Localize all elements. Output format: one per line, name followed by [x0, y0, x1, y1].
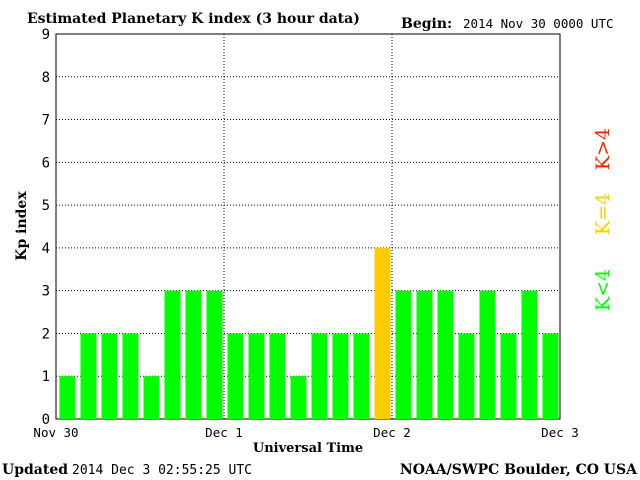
y-tick-label: 8	[42, 70, 50, 86]
updated-value: 2014 Dec 3 02:55:25 UTC	[72, 463, 252, 478]
kp-bar	[122, 333, 139, 419]
x-axis-label: Universal Time	[253, 441, 363, 456]
kp-bar	[164, 290, 181, 419]
kp-bar	[353, 333, 370, 419]
kp-bar	[395, 290, 412, 419]
x-tick-labels: Nov 30 Dec 1 Dec 2 Dec 3	[33, 425, 578, 440]
y-tick-label: 2	[42, 326, 50, 342]
kp-bar	[269, 333, 286, 419]
updated-label: Updated	[2, 462, 68, 478]
y-tick-label: 1	[42, 369, 50, 385]
y-tick-label: 9	[42, 27, 50, 43]
x-tick-label: Nov 30	[33, 425, 78, 440]
kp-bar	[143, 376, 160, 419]
kp-bar	[185, 290, 202, 419]
kp-bar	[59, 376, 76, 419]
kp-bar	[437, 290, 454, 419]
plot-frame	[55, 33, 561, 420]
kp-bar	[80, 333, 97, 419]
kp-bar	[416, 290, 433, 419]
x-tick-label: Dec 2	[373, 425, 411, 440]
kp-bar	[479, 290, 496, 419]
kp-bar	[311, 333, 328, 419]
y-axis-label: Kp index	[14, 191, 30, 261]
kp-bar	[227, 333, 244, 419]
kp-bar	[332, 333, 349, 419]
chart-title: Estimated Planetary K index (3 hour data…	[27, 11, 360, 27]
y-tick-label: 5	[42, 198, 50, 214]
kp-bar	[521, 290, 538, 419]
y-tick-label: 7	[42, 113, 50, 129]
y-tick-labels: 0 1 2 3 4 5 6 7 8 9	[42, 27, 50, 428]
grid-lines	[56, 34, 560, 419]
kp-bar	[374, 247, 391, 419]
x-tick-label: Dec 1	[205, 425, 243, 440]
x-tick-label: Dec 3	[541, 425, 579, 440]
kp-bar	[290, 376, 307, 419]
y-tick-label: 0	[42, 412, 50, 428]
kp-bar	[542, 333, 559, 419]
begin-value: 2014 Nov 30 0000 UTC	[463, 16, 614, 31]
kp-bar	[101, 333, 118, 419]
legend-k-greater-4: K>4	[592, 128, 614, 170]
y-tick-label: 3	[42, 284, 50, 300]
bars	[59, 247, 559, 419]
legend-k-less-4: K<4	[592, 269, 614, 311]
begin-label: Begin:	[401, 16, 452, 32]
y-tick-label: 4	[42, 241, 50, 257]
kp-bar	[500, 333, 517, 419]
y-tick-label: 6	[42, 155, 50, 171]
kp-bar	[206, 290, 223, 419]
legend-k-equal-4: K=4	[592, 193, 614, 235]
kp-bar	[248, 333, 265, 419]
kp-bar	[458, 333, 475, 419]
source-label: NOAA/SWPC Boulder, CO USA	[400, 462, 638, 478]
